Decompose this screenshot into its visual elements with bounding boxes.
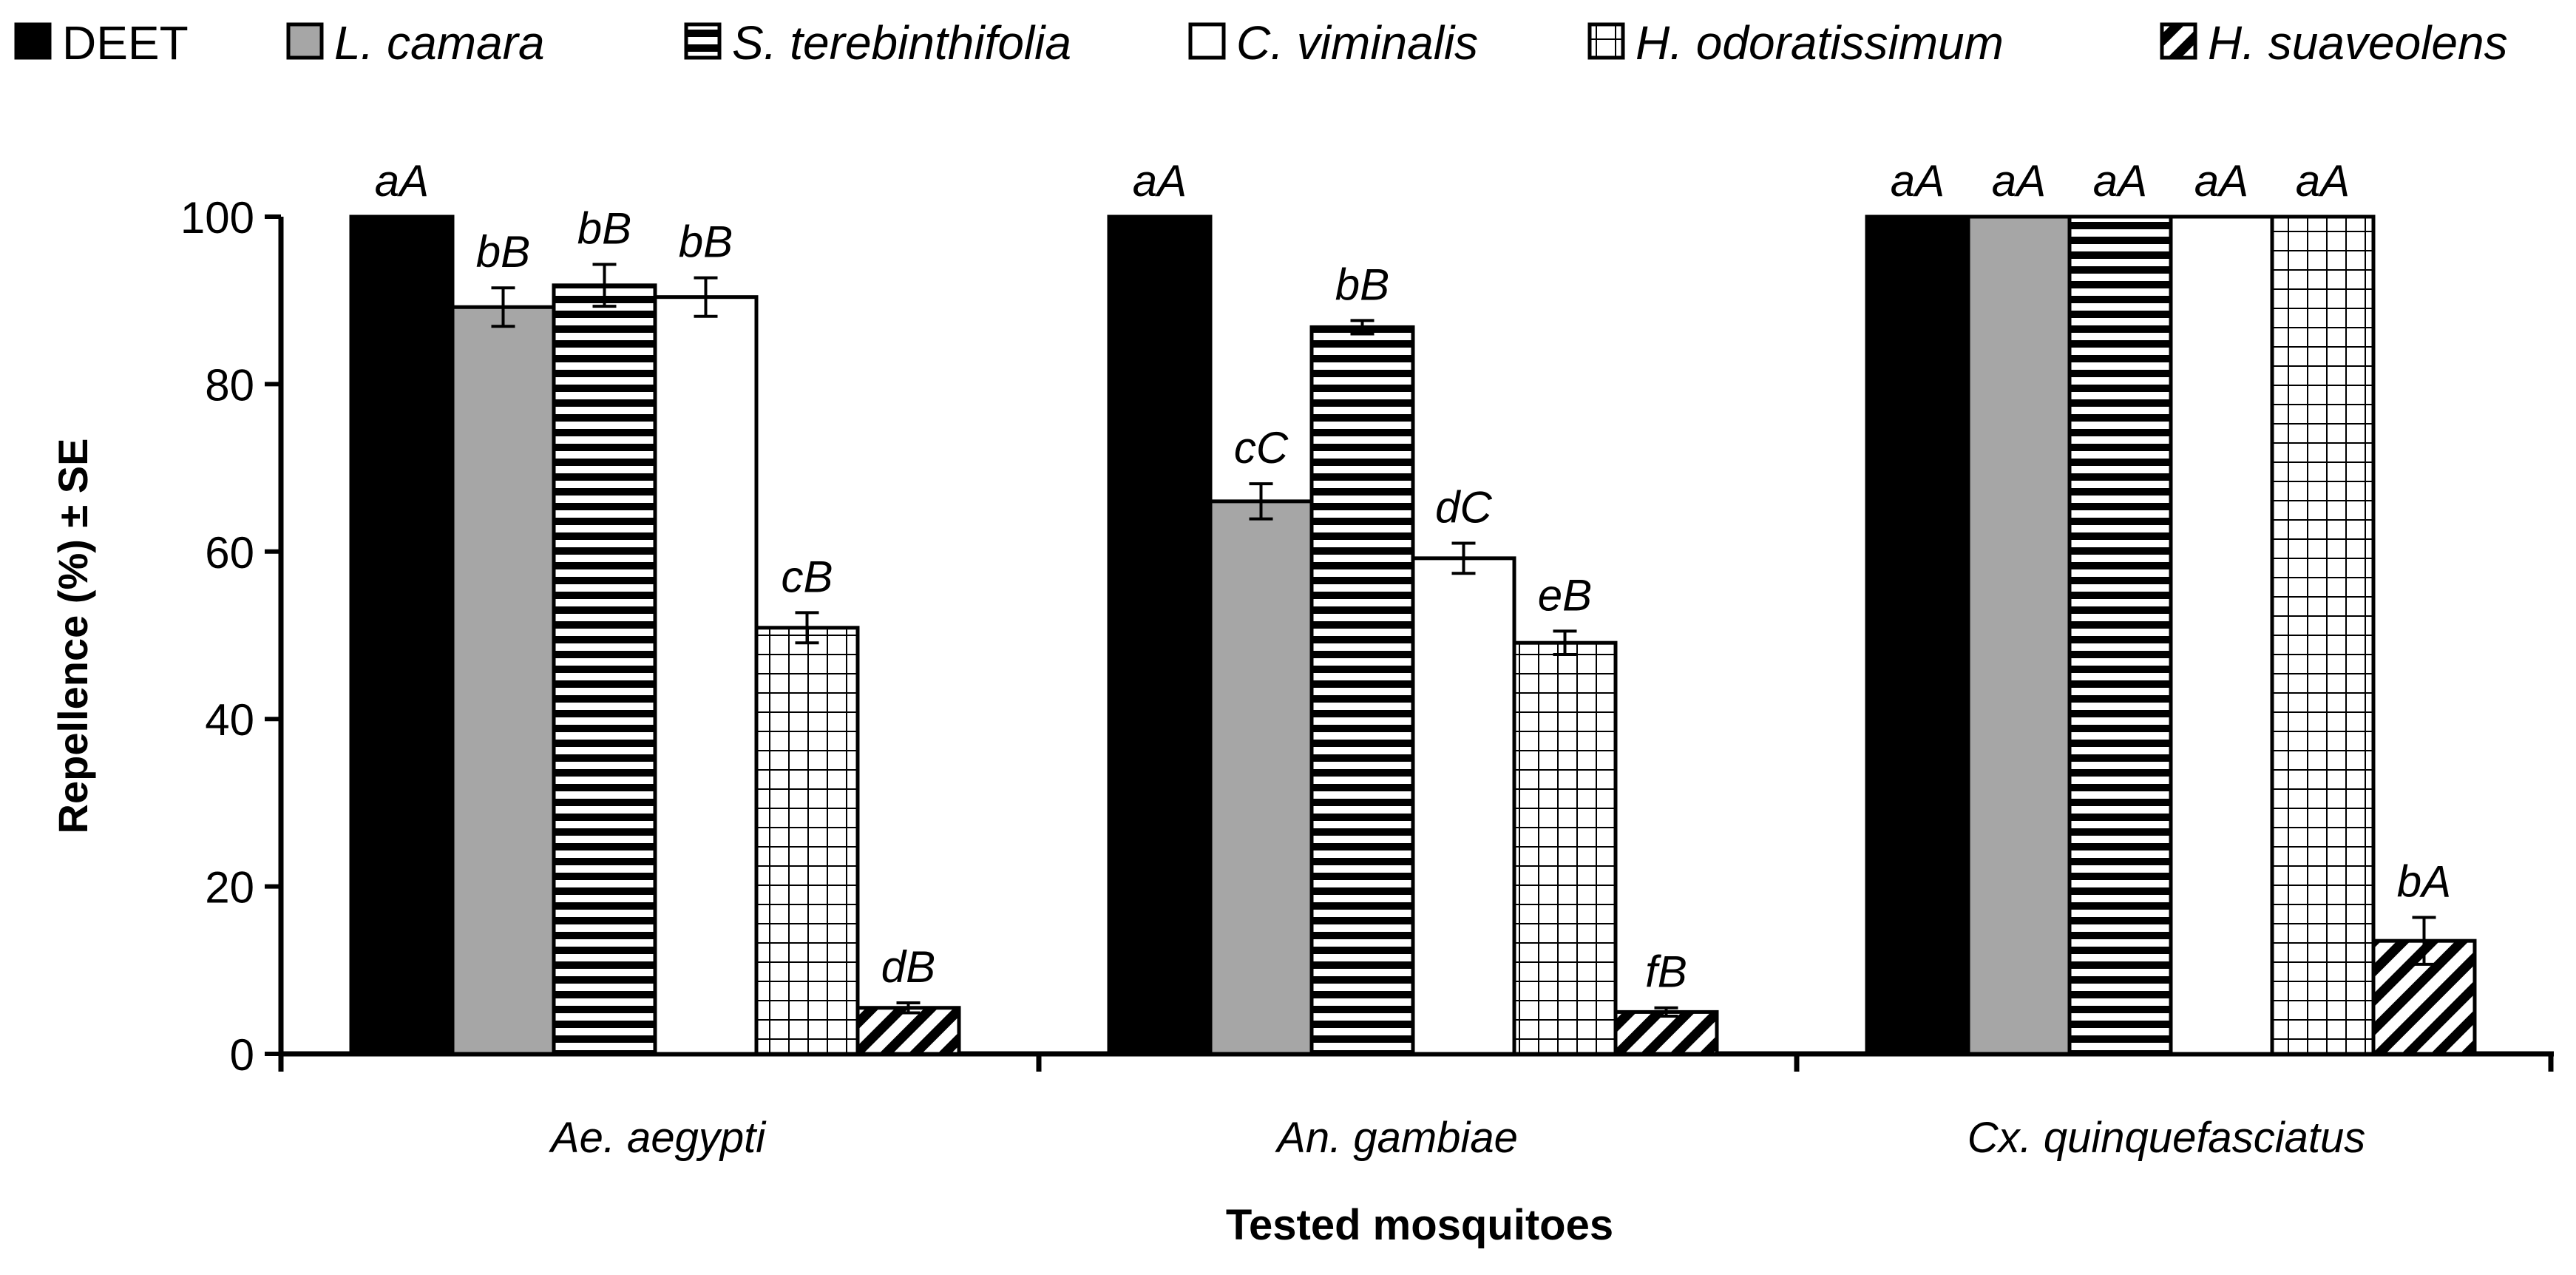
bars bbox=[349, 214, 2477, 1056]
data-label-s-terebinthifolia-an-gambiae: bB bbox=[1335, 260, 1389, 309]
bar-c-viminalis-cx-quinquefasciatus bbox=[2169, 214, 2274, 1056]
data-label-l-camara-cx-quinquefasciatus: aA bbox=[1992, 156, 2046, 206]
data-label-l-camara-an-gambiae: cC bbox=[1234, 423, 1289, 473]
legend-swatch-c-viminalis bbox=[1188, 22, 1226, 60]
bar-l-camara-cx-quinquefasciatus bbox=[1966, 214, 2072, 1056]
bar-s-terebinthifolia-cx-quinquefasciatus bbox=[2067, 214, 2173, 1056]
legend-swatch-s-terebinthifolia bbox=[684, 22, 722, 60]
data-label-deet-cx-quinquefasciatus: aA bbox=[1891, 156, 1945, 206]
legend-swatch-l-camara bbox=[286, 22, 324, 60]
data-label-c-viminalis-an-gambiae: dC bbox=[1435, 482, 1492, 532]
data-labels: aA bB bB bB cB dB aA cC bB dC eB fB aA aA aA aA aA bA bbox=[375, 156, 2451, 997]
bar-h-odoratissimum-cx-quinquefasciatus bbox=[2270, 214, 2376, 1056]
y-tick-label-100: 100 bbox=[180, 193, 254, 243]
legend-swatch-h-suaveolens bbox=[2160, 22, 2197, 60]
y-axis-label-group: Repellence (%) ± SE bbox=[50, 439, 96, 834]
data-label-deet-an-gambiae: aA bbox=[1133, 156, 1187, 206]
bar-c-viminalis-an-gambiae bbox=[1411, 556, 1516, 1056]
data-label-h-suaveolens-an-gambiae: fB bbox=[1645, 947, 1687, 997]
data-label-deet-ae-aegypti: aA bbox=[375, 156, 429, 206]
data-label-c-viminalis-cx-quinquefasciatus: aA bbox=[2194, 156, 2248, 206]
y-tick-label-60: 60 bbox=[205, 528, 254, 578]
bar-deet-ae-aegypti bbox=[349, 214, 455, 1056]
bar-l-camara-ae-aegypti bbox=[450, 305, 556, 1056]
bar-h-suaveolens-ae-aegypti bbox=[855, 1006, 961, 1056]
bar-c-viminalis-ae-aegypti bbox=[653, 295, 759, 1056]
x-tick-label-cx-quinquefasciatus: Cx. quinquefasciatus bbox=[1967, 1114, 2365, 1162]
y-tick-label-0: 0 bbox=[230, 1030, 254, 1080]
legend-label-h-odoratissimum: H. odoratissimum bbox=[1636, 16, 2004, 70]
data-label-h-odoratissimum-an-gambiae: eB bbox=[1538, 570, 1592, 620]
data-label-h-suaveolens-cx-quinquefasciatus: bA bbox=[2397, 856, 2451, 906]
y-tick-label-20: 20 bbox=[205, 863, 254, 913]
bar-l-camara-an-gambiae bbox=[1208, 499, 1314, 1056]
legend-label-l-camara: L. camara bbox=[334, 16, 545, 70]
x-axis-label: Tested mosquitoes bbox=[1226, 1201, 1613, 1249]
x-tick-label-an-gambiae: An. gambiae bbox=[1275, 1114, 1518, 1162]
legend-swatch-deet bbox=[14, 22, 52, 60]
y-axis: 0 20 40 60 80 100 bbox=[180, 193, 284, 1080]
bar-deet-an-gambiae bbox=[1107, 214, 1213, 1056]
bar-h-suaveolens-an-gambiae bbox=[1613, 1009, 1719, 1056]
data-label-s-terebinthifolia-cx-quinquefasciatus: aA bbox=[2093, 156, 2147, 206]
data-label-h-odoratissimum-ae-aegypti: cB bbox=[781, 552, 833, 601]
legend-label-s-terebinthifolia: S. terebinthifolia bbox=[732, 16, 1071, 70]
bar-deet-cx-quinquefasciatus bbox=[1865, 214, 1970, 1056]
legend-label-c-viminalis: C. viminalis bbox=[1236, 16, 1478, 70]
data-label-h-suaveolens-ae-aegypti: dB bbox=[881, 942, 935, 992]
y-tick-label-80: 80 bbox=[205, 360, 254, 410]
legend-swatch-h-odoratissimum bbox=[1587, 22, 1625, 60]
y-axis-label: Repellence (%) ± SE bbox=[50, 439, 96, 834]
x-tick-label-ae-aegypti: Ae. aegypti bbox=[549, 1114, 767, 1162]
data-label-s-terebinthifolia-ae-aegypti: bB bbox=[577, 204, 631, 254]
legend-label-h-suaveolens: H. suaveolens bbox=[2208, 16, 2508, 70]
legend-label-deet: DEET bbox=[62, 16, 189, 70]
data-label-h-odoratissimum-cx-quinquefasciatus: aA bbox=[2296, 156, 2350, 206]
x-axis: Ae. aegypti An. gambiae Cx. quinquefasciat… bbox=[278, 1051, 2554, 1162]
bar-h-odoratissimum-an-gambiae bbox=[1512, 640, 1618, 1056]
data-label-c-viminalis-ae-aegypti: bB bbox=[679, 217, 733, 267]
bar-h-odoratissimum-ae-aegypti bbox=[754, 626, 860, 1056]
bar-s-terebinthifolia-an-gambiae bbox=[1309, 325, 1415, 1056]
y-tick-label-40: 40 bbox=[205, 695, 254, 745]
data-label-l-camara-ae-aegypti: bB bbox=[476, 227, 530, 277]
bar-s-terebinthifolia-ae-aegypti bbox=[552, 283, 657, 1056]
legend: DEET L. camara S. terebinthifolia C. vimina… bbox=[14, 16, 2508, 70]
